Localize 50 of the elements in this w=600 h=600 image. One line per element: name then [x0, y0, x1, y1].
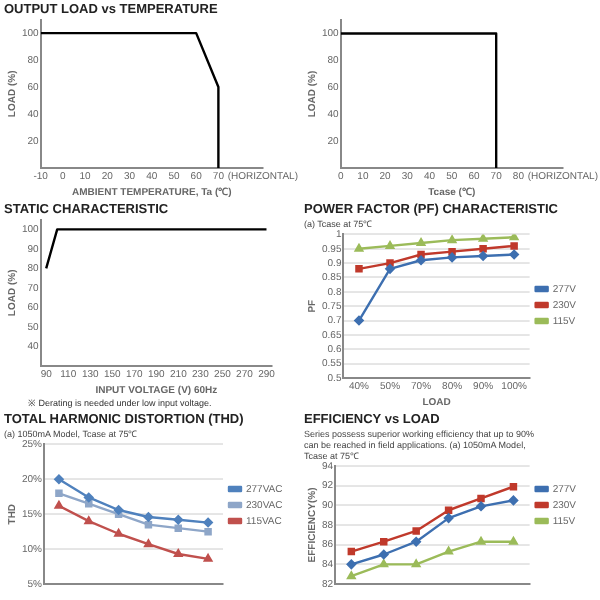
point: [204, 527, 212, 536]
point: [84, 516, 94, 525]
point: [354, 243, 364, 252]
point: [379, 559, 389, 568]
point: [203, 517, 213, 528]
point: [443, 513, 454, 523]
point: [411, 559, 421, 568]
point: [113, 505, 124, 515]
point: [448, 247, 456, 256]
point: [444, 546, 453, 555]
point: [85, 499, 93, 508]
point: [477, 494, 485, 503]
point: [509, 482, 518, 491]
point: [173, 514, 184, 525]
point: [478, 251, 488, 261]
point: [114, 528, 123, 537]
point: [509, 249, 519, 260]
point: [144, 520, 153, 529]
point: [144, 539, 153, 548]
point: [143, 512, 154, 522]
point: [479, 245, 487, 253]
point: [386, 259, 394, 267]
point: [416, 238, 426, 247]
point: [508, 495, 519, 506]
point: [444, 506, 453, 514]
point: [476, 536, 486, 545]
point: [83, 492, 94, 503]
point: [385, 241, 395, 249]
point: [510, 242, 518, 250]
point: [378, 549, 389, 560]
point: [54, 474, 64, 485]
point: [447, 235, 457, 244]
point: [411, 536, 421, 547]
point: [347, 571, 356, 580]
point: [509, 536, 518, 545]
point: [476, 501, 486, 512]
point: [354, 315, 364, 326]
point: [447, 252, 457, 263]
point: [174, 524, 182, 532]
point: [346, 559, 357, 570]
point: [347, 547, 356, 556]
point: [412, 527, 420, 535]
point: [355, 265, 363, 273]
point: [173, 549, 183, 557]
point: [55, 489, 63, 498]
point: [416, 255, 426, 266]
point: [385, 264, 395, 274]
point: [478, 234, 488, 242]
point: [509, 234, 519, 241]
point: [380, 537, 388, 546]
